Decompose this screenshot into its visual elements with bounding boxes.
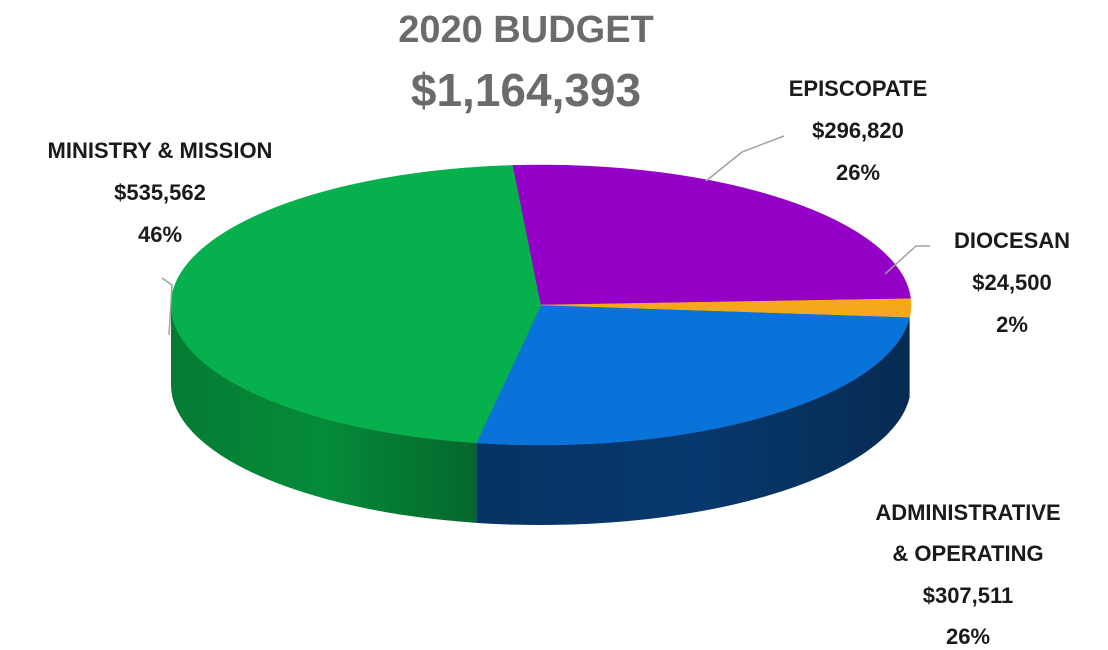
chart-title: 2020 BUDGET — [398, 9, 654, 51]
leader-line-diocesan — [884, 245, 930, 275]
data-label-diocesan-percent: 2% — [996, 312, 1028, 337]
data-label-ministry-name: MINISTRY & MISSION — [48, 138, 273, 163]
pie-tops — [170, 164, 912, 446]
chart-subtitle: $1,164,393 — [411, 64, 641, 116]
pie-side-shade-ministry-mission — [170, 305, 477, 523]
pie-slice-administrative-operating — [475, 304, 910, 446]
pie-side-shade-administrative-operating — [476, 317, 910, 525]
data-label-episcopate-percent: 26% — [836, 160, 880, 185]
data-label-episcopate-amount: $296,820 — [812, 118, 904, 143]
data-label-ministry-amount: $535,562 — [114, 180, 206, 205]
leader-line-ministry — [161, 277, 173, 336]
data-label-diocesan-name: DIOCESAN — [954, 228, 1070, 253]
data-label-admin-percent: 26% — [946, 624, 990, 649]
pie-slice-diocesan — [540, 298, 912, 318]
data-label-diocesan-amount: $24,500 — [972, 270, 1052, 295]
leader-line-episcopate — [705, 135, 785, 182]
pie-slice-episcopate — [512, 164, 911, 306]
data-label-admin-name: ADMINISTRATIVE — [875, 500, 1060, 525]
data-label-ministry-percent: 46% — [138, 222, 182, 247]
pie-sides — [170, 305, 910, 525]
data-label-admin-name-2: & OPERATING — [892, 541, 1043, 566]
data-label-episcopate-name: EPISCOPATE — [789, 76, 928, 101]
data-label-admin-amount: $307,511 — [923, 583, 1014, 608]
